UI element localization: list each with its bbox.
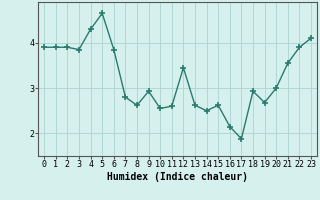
X-axis label: Humidex (Indice chaleur): Humidex (Indice chaleur) [107,172,248,182]
